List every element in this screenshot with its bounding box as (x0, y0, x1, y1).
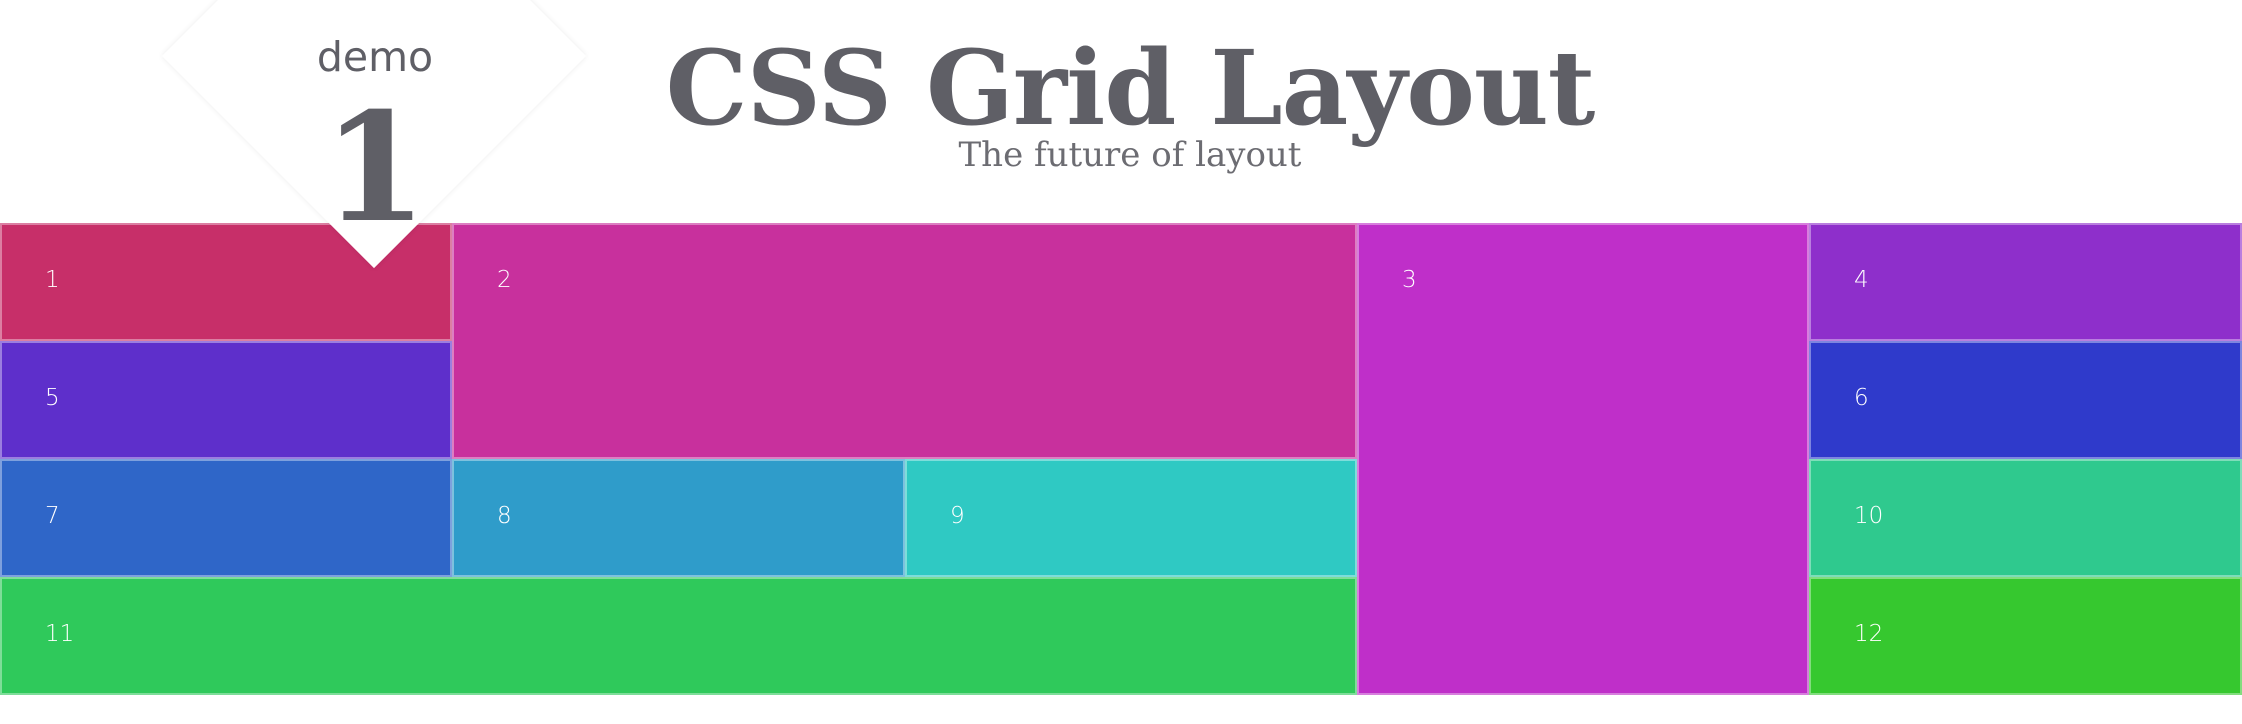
page-subtitle: The future of layout (958, 135, 1302, 175)
grid-cell-label: 5 (45, 385, 60, 411)
grid-cell-12: 12 (1809, 577, 2242, 695)
grid-cell-label: 8 (497, 503, 512, 529)
grid-cell-9: 9 (905, 459, 1357, 577)
grid-cell-label: 6 (1854, 385, 1869, 411)
grid-cell-8: 8 (452, 459, 905, 577)
grid-cell-10: 10 (1809, 459, 2242, 577)
grid-cell-label: 9 (950, 503, 965, 529)
grid-cell-11: 11 (0, 577, 1357, 695)
grid-cell-label: 12 (1854, 621, 1884, 647)
grid-cell-5: 5 (0, 341, 452, 459)
grid-cell-label: 3 (1402, 267, 1417, 293)
grid-cell-3: 3 (1357, 223, 1809, 695)
grid-cell-label: 11 (45, 621, 75, 647)
grid-cell-7: 7 (0, 459, 452, 577)
css-grid: 1 2 3 4 5 6 7 8 9 10 11 12 (0, 223, 2242, 695)
grid-cell-4: 4 (1809, 223, 2242, 341)
grid-cell-label: 4 (1854, 267, 1869, 293)
demo-badge-text: demo (316, 33, 434, 81)
grid-cell-label: 7 (45, 503, 60, 529)
grid-cell-2: 2 (452, 223, 1357, 459)
demo-badge-number: 1 (322, 80, 428, 256)
grid-cell-label: 1 (45, 267, 60, 293)
page-title: CSS Grid Layout (665, 28, 1596, 149)
grid-cell-label: 2 (497, 267, 512, 293)
grid-cell-label: 10 (1854, 503, 1884, 529)
grid-cell-6: 6 (1809, 341, 2242, 459)
